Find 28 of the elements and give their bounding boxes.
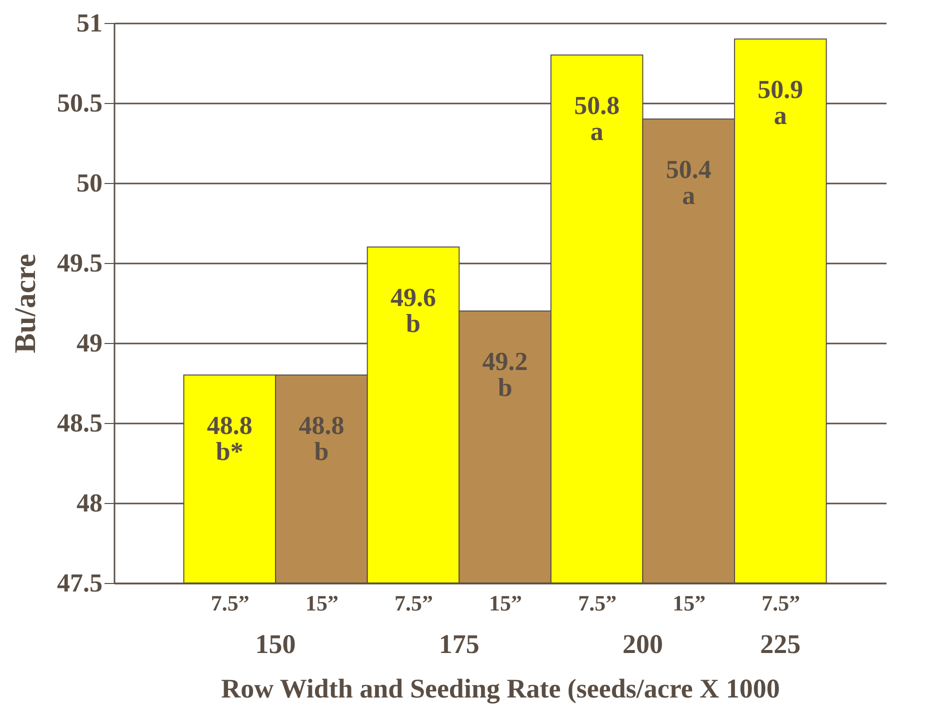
- x-tick-label: 7.5”: [210, 590, 250, 616]
- text: 150: [255, 629, 296, 659]
- y-tick-label: 47.5: [57, 568, 102, 598]
- y-tick-label: 49: [76, 328, 102, 358]
- text: 175: [438, 629, 480, 659]
- x-tick-label: 15”: [489, 590, 522, 616]
- data-label: 50.8 a: [574, 91, 620, 146]
- x-axis-title: Row Width and Seeding Rate (seeds/acre X 1000: [221, 674, 780, 704]
- data-label: 49.6 b: [390, 283, 436, 338]
- y-tick-label: 48: [76, 488, 102, 518]
- y-tick-label: 51: [76, 8, 102, 38]
- text: 225: [760, 629, 801, 659]
- y-tick-label: 50: [76, 168, 102, 198]
- y-axis-title: Bu/acre: [9, 254, 42, 354]
- x-tick-label: 15”: [672, 590, 706, 616]
- data-label: 48.8 b*: [206, 411, 252, 466]
- x-tick-label: 7.5”: [394, 590, 434, 616]
- data-label: 48.8 b: [298, 411, 344, 466]
- data-label: 49.2 b: [482, 347, 528, 402]
- x-tick-label: 7.5”: [762, 590, 800, 616]
- y-tick-label: 50.5: [57, 88, 102, 118]
- data-label: 50.4 a: [666, 155, 712, 210]
- data-label: 50.9 a: [758, 75, 804, 130]
- x-tick-label: 15”: [305, 590, 338, 616]
- x-tick-label: 7.5”: [578, 590, 617, 616]
- y-tick-label: 48.5: [57, 408, 102, 438]
- y-tick-label: 49.5: [57, 248, 102, 278]
- text: 200: [622, 629, 663, 659]
